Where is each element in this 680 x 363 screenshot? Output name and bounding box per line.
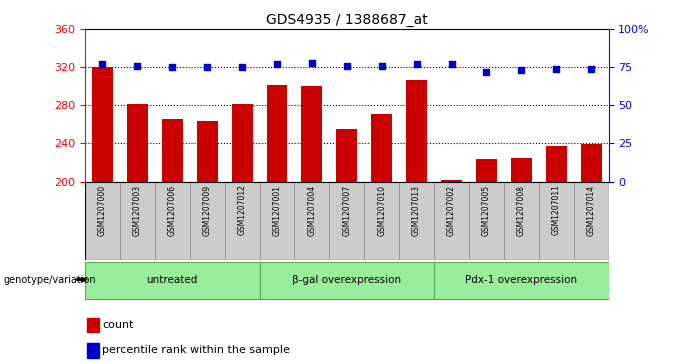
Text: GSM1207000: GSM1207000 xyxy=(98,185,107,236)
Text: untreated: untreated xyxy=(147,274,198,285)
Text: GSM1207014: GSM1207014 xyxy=(587,185,596,236)
Bar xyxy=(406,79,427,182)
Bar xyxy=(434,262,609,299)
Bar xyxy=(469,182,504,260)
Bar xyxy=(301,86,322,182)
Point xyxy=(132,63,143,69)
Point xyxy=(167,64,177,70)
Text: GSM1207013: GSM1207013 xyxy=(412,185,421,236)
Bar xyxy=(337,129,357,182)
Point xyxy=(237,64,248,70)
Bar xyxy=(190,182,224,260)
Bar xyxy=(371,114,392,182)
Text: GSM1207004: GSM1207004 xyxy=(307,185,316,236)
Bar xyxy=(127,104,148,182)
Text: count: count xyxy=(102,320,133,330)
Bar xyxy=(260,262,434,299)
Text: percentile rank within the sample: percentile rank within the sample xyxy=(102,345,290,355)
Bar xyxy=(162,119,183,182)
Bar xyxy=(574,182,609,260)
Point xyxy=(411,61,422,67)
Point xyxy=(271,61,282,67)
Bar xyxy=(476,159,497,182)
Point xyxy=(97,61,108,67)
Bar xyxy=(155,182,190,260)
Point xyxy=(481,69,492,75)
Text: GSM1207005: GSM1207005 xyxy=(482,185,491,236)
Bar xyxy=(85,262,260,299)
Bar xyxy=(546,146,566,182)
Text: GSM1207008: GSM1207008 xyxy=(517,185,526,236)
Bar xyxy=(504,182,539,260)
Bar xyxy=(197,121,218,182)
Text: β-gal overexpression: β-gal overexpression xyxy=(292,274,401,285)
Bar xyxy=(294,182,329,260)
Bar xyxy=(539,182,574,260)
Title: GDS4935 / 1388687_at: GDS4935 / 1388687_at xyxy=(266,13,428,26)
Text: Pdx-1 overexpression: Pdx-1 overexpression xyxy=(465,274,577,285)
Point xyxy=(585,66,596,72)
Bar xyxy=(399,182,434,260)
Text: genotype/variation: genotype/variation xyxy=(3,274,96,285)
Text: GSM1207003: GSM1207003 xyxy=(133,185,142,236)
Bar xyxy=(120,182,155,260)
Point xyxy=(202,64,213,70)
Bar xyxy=(581,144,602,182)
Bar xyxy=(511,158,532,182)
Text: GSM1207009: GSM1207009 xyxy=(203,185,211,236)
Text: GSM1207006: GSM1207006 xyxy=(168,185,177,236)
Point xyxy=(376,63,387,69)
Bar xyxy=(329,182,364,260)
Text: GSM1207002: GSM1207002 xyxy=(447,185,456,236)
Point xyxy=(516,67,527,73)
Bar xyxy=(224,182,260,260)
Text: GSM1207011: GSM1207011 xyxy=(551,185,561,236)
Bar xyxy=(232,104,252,182)
Bar xyxy=(364,182,399,260)
Bar xyxy=(267,85,288,182)
Point xyxy=(307,60,318,65)
Bar xyxy=(441,180,462,182)
Bar xyxy=(92,67,113,182)
Text: GSM1207012: GSM1207012 xyxy=(237,185,247,236)
Text: GSM1207001: GSM1207001 xyxy=(273,185,282,236)
Bar xyxy=(434,182,469,260)
Point xyxy=(551,66,562,72)
Text: GSM1207007: GSM1207007 xyxy=(342,185,352,236)
Point xyxy=(446,61,457,67)
Bar xyxy=(85,182,120,260)
Text: GSM1207010: GSM1207010 xyxy=(377,185,386,236)
Bar xyxy=(260,182,294,260)
Point xyxy=(341,63,352,69)
